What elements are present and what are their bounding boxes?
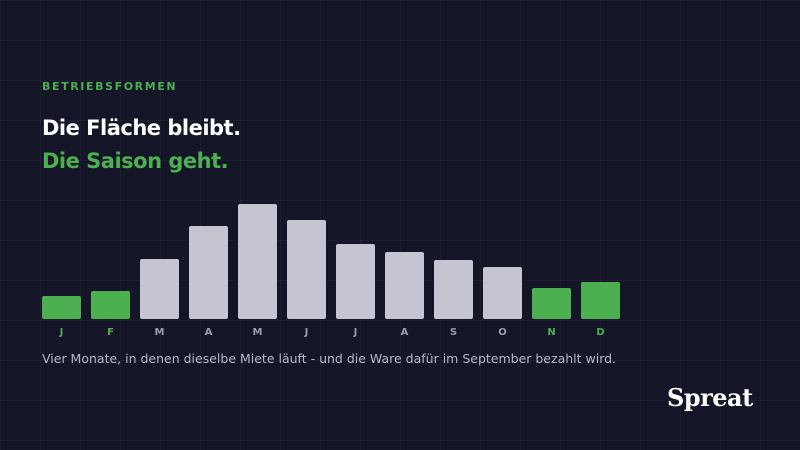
- subtitle: Die Saison geht.: [42, 149, 229, 173]
- x-tick-label: J: [304, 327, 309, 338]
- bar: [385, 252, 424, 319]
- x-tick-label: M: [155, 327, 165, 338]
- bar: [434, 260, 473, 319]
- logo: Spreat: [667, 383, 753, 412]
- bar: [140, 259, 179, 319]
- bar: [532, 288, 571, 319]
- bar: [483, 267, 522, 319]
- x-tick-label: D: [596, 327, 604, 338]
- caption: Vier Monate, in denen dieselbe Miete läu…: [42, 351, 617, 366]
- title: Die Fläche bleibt.: [42, 116, 241, 140]
- x-tick-label: S: [450, 327, 457, 338]
- bar: [287, 220, 326, 319]
- bar: [189, 226, 228, 319]
- kicker: BETRIEBSFORMEN: [42, 80, 178, 93]
- x-tick-label: J: [353, 327, 358, 338]
- bar: [581, 282, 620, 319]
- x-tick-label: F: [107, 327, 114, 338]
- x-tick-label: O: [498, 327, 507, 338]
- x-tick-label: A: [401, 327, 409, 338]
- bar: [336, 244, 375, 319]
- bar: [91, 291, 130, 319]
- x-tick-label: J: [59, 327, 64, 338]
- x-tick-label: A: [205, 327, 213, 338]
- bar: [238, 204, 277, 319]
- x-tick-label: N: [547, 327, 555, 338]
- bar: [42, 296, 81, 319]
- x-tick-label: M: [253, 327, 263, 338]
